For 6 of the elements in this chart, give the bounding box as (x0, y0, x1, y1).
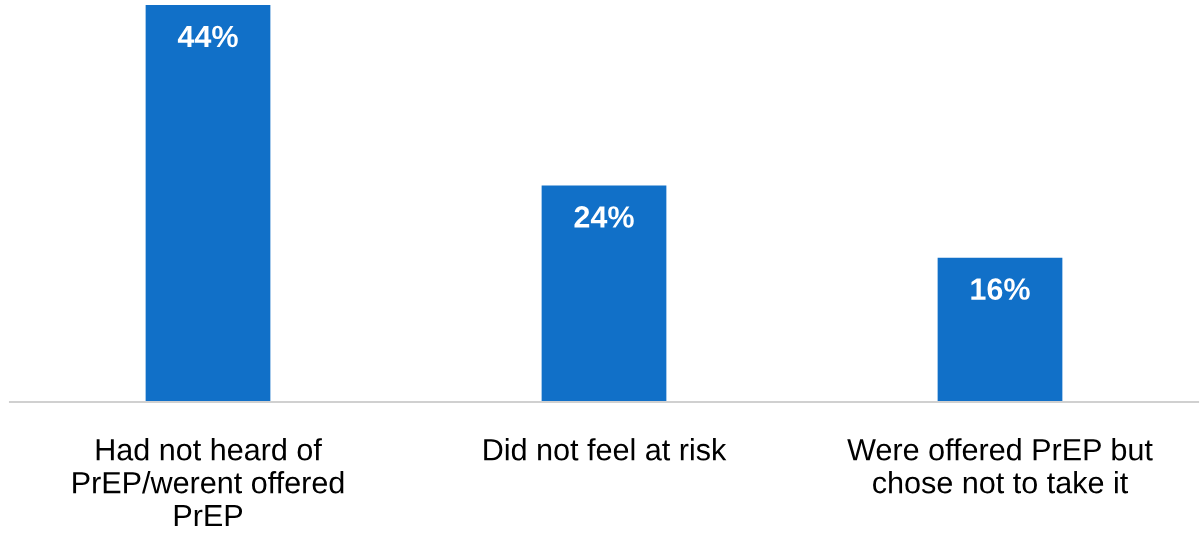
data-label: 44% (177, 25, 238, 48)
data-label: 16% (971, 278, 1030, 300)
data-label: 24% (574, 206, 634, 228)
x-tick-label: Had not heard of PrEP/werent offered PrEP (73, 438, 344, 527)
x-tick-label: Were offered PrEP but chose not to take it (847, 438, 1153, 494)
x-tick-label: Did not feel at risk (484, 438, 727, 461)
